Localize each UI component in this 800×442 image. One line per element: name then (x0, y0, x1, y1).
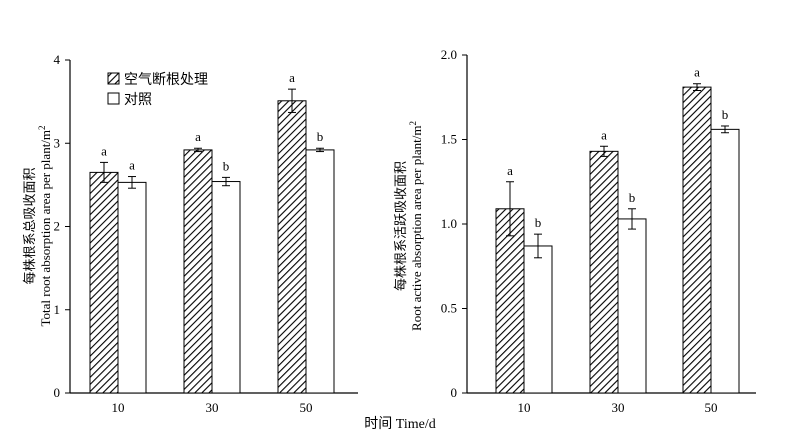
left-significance-letter: b (223, 158, 230, 173)
right-bar-control (710, 128, 740, 394)
legend: 空气断根处理 对照 (107, 72, 208, 108)
x-axis-title: 时间 Time/d (364, 416, 435, 432)
right-y-tick-label: 0.5 (441, 301, 457, 316)
left-y-axis-label-en: Total root absorption area per plant/m2 (37, 125, 53, 326)
right-bar-treatment (589, 150, 619, 394)
right-bar-control (523, 245, 553, 394)
right-y-tick-label: 2.0 (441, 47, 457, 62)
legend-swatch-control (107, 92, 120, 105)
right-y-axis-label-cn: 每株根系活跃吸收面积 (393, 161, 408, 291)
left-bar-treatment (89, 171, 119, 394)
right-significance-letter: b (535, 215, 542, 230)
right-y-axis-label-en: Root active absorption area per plant/m2 (408, 121, 424, 331)
left-bar-control (211, 181, 241, 394)
legend-label-treatment: 空气断根处理 (124, 72, 208, 88)
left-y-tick-label: 0 (54, 385, 61, 400)
right-significance-letter: b (722, 107, 729, 122)
left-y-tick-label: 2 (54, 219, 61, 234)
left-bar-control (305, 149, 335, 394)
right-significance-letter: a (694, 65, 700, 80)
left-chart-panel: 0 1 2 3 4 10 30 50 a a a a b b (54, 52, 358, 415)
left-x-tick-label: 10 (112, 400, 125, 415)
right-x-tick-label: 10 (518, 400, 531, 415)
left-x-tick-label: 30 (206, 400, 219, 415)
left-significance-letter: b (317, 129, 324, 144)
left-y-tick-label: 1 (54, 302, 61, 317)
left-bar-treatment (277, 100, 307, 394)
right-bar-treatment (682, 86, 712, 394)
right-x-tick-label: 30 (612, 400, 625, 415)
left-y-tick-label: 4 (54, 52, 61, 67)
right-y-tick-label: 0 (451, 385, 458, 400)
right-y-axis-title: 每株根系活跃吸收面积 Root active absorption area p… (393, 121, 424, 331)
left-y-tick-label: 3 (54, 135, 61, 150)
right-significance-letter: b (629, 190, 636, 205)
right-bar-control (617, 218, 647, 394)
left-significance-letter: a (289, 70, 295, 85)
right-y-tick-label: 1.5 (441, 132, 457, 147)
right-chart-panel: 0 0.5 1.0 1.5 2.0 10 30 50 a a a b b b (441, 47, 756, 415)
left-bar-control (117, 181, 147, 394)
left-significance-letter: a (129, 158, 135, 173)
left-y-axis-title: 每株根系总吸收面积 Total root absorption area per… (22, 125, 53, 326)
left-y-axis-label-cn: 每株根系总吸收面积 (22, 167, 37, 284)
legend-label-control: 对照 (124, 92, 152, 108)
left-significance-letter: a (195, 129, 201, 144)
right-bar-treatment (495, 208, 525, 394)
legend-swatch-treatment (107, 72, 120, 85)
right-x-tick-label: 50 (705, 400, 718, 415)
right-significance-letter: a (601, 127, 607, 142)
right-y-tick-label: 1.0 (441, 216, 457, 231)
left-x-tick-label: 50 (300, 400, 313, 415)
right-significance-letter: a (507, 163, 513, 178)
left-bar-treatment (183, 149, 213, 394)
left-significance-letter: a (101, 143, 107, 158)
